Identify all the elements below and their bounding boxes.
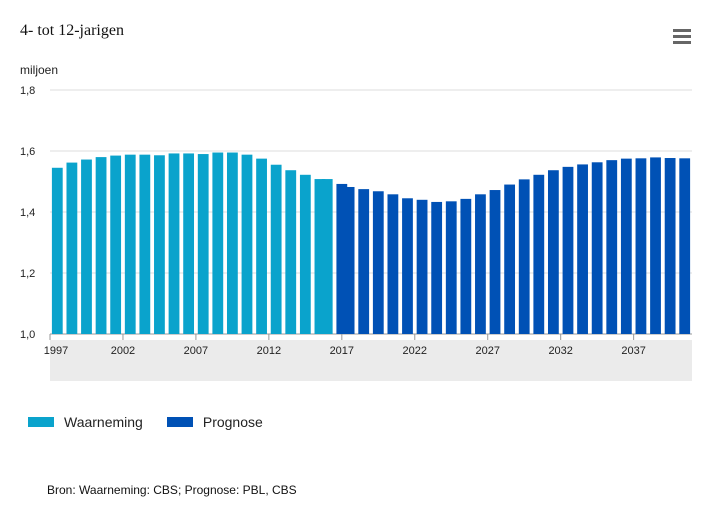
bar-waarneming-2001[interactable] [110, 155, 122, 334]
bar-waarneming-2003[interactable] [139, 154, 151, 334]
x-tick-label: 2022 [403, 345, 427, 357]
bar-waarneming-2013[interactable] [285, 170, 297, 334]
x-tick-label: 2032 [548, 345, 572, 357]
legend-label-prognose: Prognose [202, 414, 263, 430]
bar-prognose-2040[interactable] [679, 158, 691, 334]
bar-prognose-2036[interactable] [620, 158, 632, 334]
bar-prognose-2028[interactable] [504, 184, 516, 334]
bar-waarneming-1999[interactable] [81, 159, 92, 334]
bar-prognose-2035[interactable] [606, 160, 618, 334]
bar-waarneming-2008[interactable] [212, 152, 224, 334]
y-tick-label: 1,2 [20, 268, 35, 280]
chart-title: 4- tot 12-jarigen [20, 22, 124, 39]
bar-chart: 1,0 1,2 1,4 1,6 1,8 1997 2002 2007 2012 2017 2022 2… [20, 85, 692, 381]
bar-prognose-2033[interactable] [577, 164, 588, 334]
bar-prognose-2029[interactable] [518, 179, 530, 334]
y-tick-label: 1,6 [20, 146, 35, 158]
bar-waarneming-2012[interactable] [270, 164, 282, 334]
bar-waarneming-1997[interactable] [51, 167, 63, 334]
bar-waarneming-2015[interactable] [314, 179, 326, 334]
bar-waarneming-2010[interactable] [241, 154, 253, 334]
x-tick-label: 2002 [111, 345, 135, 357]
hamburger-menu-icon[interactable] [673, 29, 691, 45]
bar-prognose-2020[interactable] [387, 194, 399, 334]
y-tick-label: 1,0 [20, 329, 35, 341]
bar-prognose-2025[interactable] [460, 198, 472, 334]
x-tick-label: 2017 [330, 345, 354, 357]
legend-swatch-prognose [166, 417, 193, 427]
legend: Waarneming Prognose [28, 414, 287, 430]
bar-waarneming-2014[interactable] [299, 174, 311, 334]
legend-swatch-waarneming [28, 417, 54, 427]
bar-prognose-2038[interactable] [650, 157, 661, 334]
bar-waarneming-2005[interactable] [168, 153, 180, 334]
bar-prognose-2039[interactable] [664, 158, 676, 334]
bar-prognose-2022[interactable] [416, 199, 428, 334]
bar-waarneming-2011[interactable] [256, 158, 267, 334]
legend-label-waarneming: Waarneming [64, 414, 143, 430]
bar-prognose-2031[interactable] [547, 170, 559, 334]
x-tick-label: 1997 [44, 345, 68, 357]
source-note: Bron: Waarneming: CBS; Prognose: PBL, CB… [47, 483, 297, 497]
bar-waarneming-2016[interactable] [321, 179, 333, 334]
bar-prognose-2027[interactable] [489, 190, 501, 334]
x-tick-label: 2027 [475, 345, 499, 357]
bar-waarneming-2007[interactable] [197, 154, 209, 334]
y-tick-label: 1,4 [20, 207, 35, 219]
bar-prognose-2017[interactable] [343, 186, 355, 334]
legend-item-prognose[interactable]: Prognose [166, 414, 263, 430]
bar-prognose-2034[interactable] [591, 162, 603, 334]
bar-prognose-2021[interactable] [402, 198, 413, 334]
bar-prognose-2032[interactable] [562, 166, 574, 334]
bar-waarneming-2006[interactable] [183, 153, 195, 334]
bar-prognose-2023[interactable] [431, 201, 443, 334]
bar-prognose-2024[interactable] [445, 201, 457, 334]
bar-waarneming-2002[interactable] [124, 154, 136, 334]
bar-waarneming-2004[interactable] [154, 155, 165, 334]
x-tick-label: 2037 [621, 345, 645, 357]
bar-waarneming-2009[interactable] [226, 152, 238, 334]
bar-prognose-2030[interactable] [533, 174, 545, 334]
bar-prognose-2037[interactable] [635, 158, 647, 334]
bar-prognose-2018[interactable] [358, 189, 370, 334]
legend-item-waarneming[interactable]: Waarneming [28, 414, 143, 430]
x-tick-label: 2007 [184, 345, 208, 357]
bar-waarneming-1998[interactable] [66, 162, 78, 334]
bar-prognose-2016[interactable] [336, 183, 348, 334]
x-tick-label: 2012 [257, 345, 281, 357]
bar-prognose-2026[interactable] [475, 194, 486, 334]
bar-prognose-2019[interactable] [372, 191, 384, 334]
y-axis-label: miljoen [20, 63, 59, 77]
x-axis-band [50, 340, 692, 381]
y-tick-label: 1,8 [20, 85, 35, 97]
bar-waarneming-2000[interactable] [95, 157, 107, 334]
